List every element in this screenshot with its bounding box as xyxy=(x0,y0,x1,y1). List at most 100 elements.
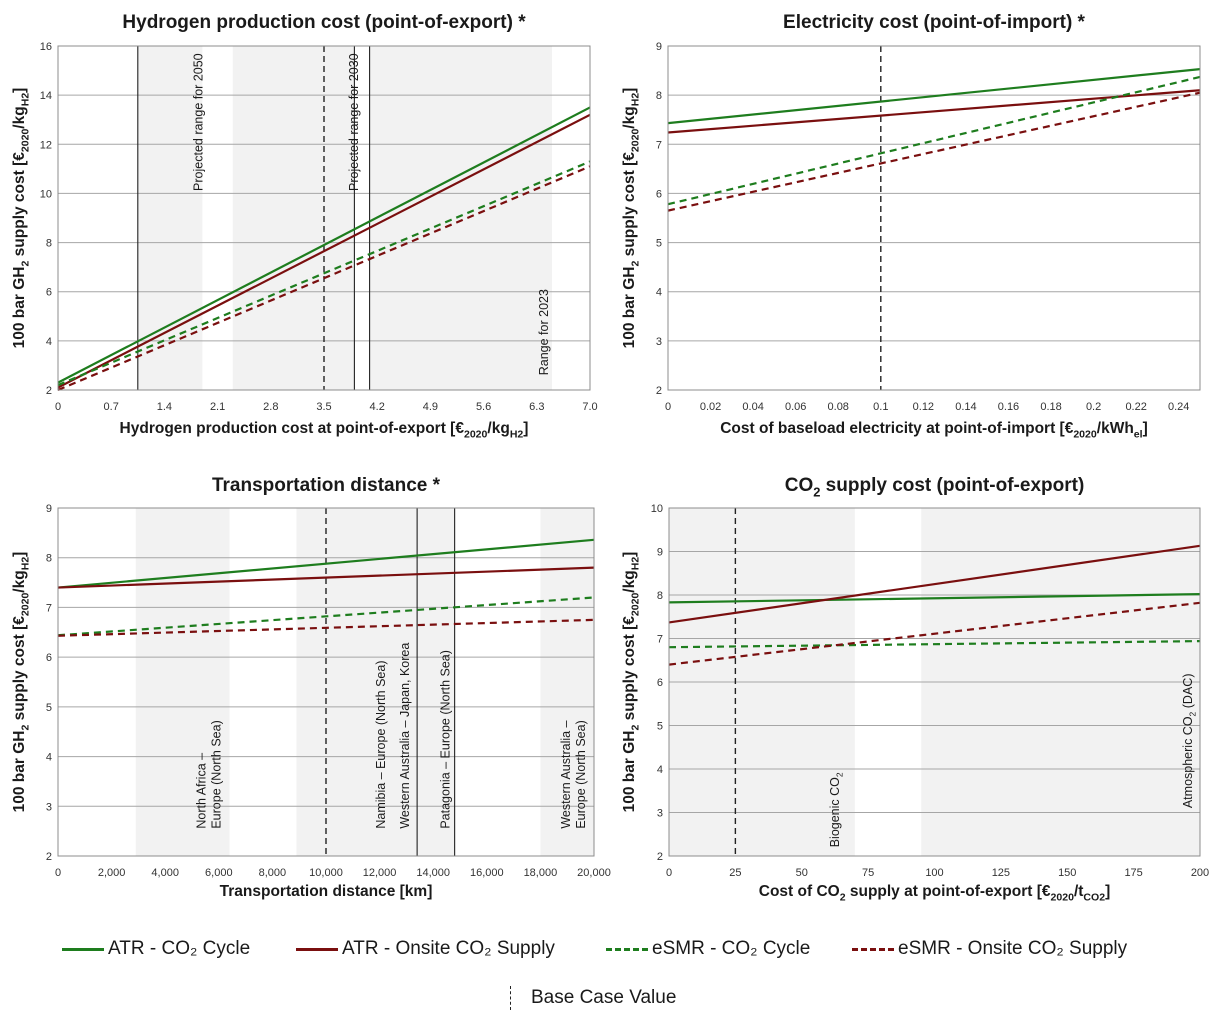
y-tick-label: 10 xyxy=(40,188,52,200)
annotation-label: Projected range for 2050 xyxy=(191,53,205,191)
x-tick-label: 75 xyxy=(862,867,874,879)
y-tick-label: 5 xyxy=(46,702,52,714)
annotation-text: Range for 2023 xyxy=(537,289,551,375)
y-tick-label: 9 xyxy=(656,41,662,53)
annotation-label: Projected range for 2030 xyxy=(347,53,361,191)
x-tick-label: 0.22 xyxy=(1125,401,1146,413)
plot-border xyxy=(668,507,1201,857)
x-tick-label: 0 xyxy=(666,867,672,879)
series-line-atr-onsite-co2-supply xyxy=(57,566,595,589)
x-tick-label: 0.12 xyxy=(913,401,934,413)
plot-border xyxy=(667,45,1201,391)
series-line-esmr-co2-cycle xyxy=(57,596,595,637)
x-tick-label: 50 xyxy=(796,867,808,879)
shaded-range-4 xyxy=(540,508,594,856)
chart-panel-3: 2 3 4 5 6 7 8 9 0 2,000 4,000 6,000 8,000 10,000 12,00… xyxy=(11,475,611,900)
y-tick-label: 4 xyxy=(46,336,52,348)
y-tick-label: 7 xyxy=(657,634,663,646)
x-axis-label: Cost of CO2 supply at point-of-export [€… xyxy=(759,883,1111,903)
legend-label-esmr-onsite-co2: eSMR - Onsite CO₂ Supply xyxy=(898,938,1128,959)
plot-border xyxy=(57,45,591,391)
y-tick-label: 2 xyxy=(657,851,663,863)
plot-border xyxy=(57,507,595,857)
y-tick-label: 2 xyxy=(656,385,662,397)
y-tick-label: 7 xyxy=(656,139,662,151)
x-tick-label: 3.5 xyxy=(316,401,331,413)
x-tick-label: 100 xyxy=(925,867,943,879)
legend-label-atr-onsite-co2: ATR - Onsite CO₂ Supply xyxy=(342,938,555,959)
series-line-esmr-onsite-co2-supply xyxy=(57,618,595,637)
y-tick-label: 8 xyxy=(46,553,52,565)
y-tick-label: 14 xyxy=(40,90,52,102)
x-tick-label: 12,000 xyxy=(363,867,397,879)
x-tick-label: 8,000 xyxy=(259,867,287,879)
x-tick-label: 4,000 xyxy=(151,867,179,879)
annotation-text: North Africa – xyxy=(194,753,208,829)
x-tick-label: 0.04 xyxy=(742,401,763,413)
legend-swatch-esmr-co2-cycle xyxy=(606,947,648,951)
y-tick-label: 6 xyxy=(46,652,52,664)
series-line-esmr-onsite-co2-supply xyxy=(667,91,1201,212)
annotation-text: Projected range for 2030 xyxy=(347,53,361,191)
x-axis-label: Cost of baseload electricity at point-of… xyxy=(720,420,1148,440)
chart-panel-1: 2 4 6 8 10 12 14 16 0 0.7 1.4 2.1 2.8 3.5 4.2 4.9 5.6 6.3… xyxy=(11,12,598,440)
legend-label-esmr-co2-cycle: eSMR - CO₂ Cycle xyxy=(652,938,811,959)
x-tick-label: 0.08 xyxy=(828,401,849,413)
base-case-line-icon xyxy=(510,986,511,1010)
x-tick-label: 5.6 xyxy=(476,401,491,413)
series-line-atr-onsite-co2-supply xyxy=(668,544,1201,624)
y-axis-label: 100 bar GH2 supply cost [€2020/kgH2] xyxy=(621,552,641,813)
x-tick-label: 0.7 xyxy=(104,401,119,413)
y-tick-label: 6 xyxy=(657,677,663,689)
x-tick-label: 0.14 xyxy=(955,401,976,413)
y-tick-label: 7 xyxy=(46,602,52,614)
x-tick-label: 25 xyxy=(729,867,741,879)
x-tick-label: 1.4 xyxy=(157,401,172,413)
x-tick-label: 0 xyxy=(665,401,671,413)
legend-swatch-atr-co2-cycle xyxy=(62,947,104,951)
figure-canvas: 2 4 6 8 10 12 14 16 0 0.7 1.4 2.1 2.8 3.5 4.2 4.9 5.6 6.3… xyxy=(11,12,1209,903)
x-tick-label: 200 xyxy=(1191,867,1209,879)
y-tick-label: 8 xyxy=(656,90,662,102)
series-line-esmr-co2-cycle xyxy=(57,160,591,387)
annotation-label: Biogenic CO2 xyxy=(828,772,845,847)
x-tick-label: 4.2 xyxy=(370,401,385,413)
shaded-range-2 xyxy=(232,46,355,390)
chart-title: CO2 supply cost (point-of-export) xyxy=(785,475,1085,499)
annotation-text: Biogenic CO2 xyxy=(828,772,845,847)
y-tick-label: 9 xyxy=(46,503,52,515)
x-tick-label: 0.2 xyxy=(1086,401,1101,413)
shaded-range-1 xyxy=(135,508,230,856)
x-tick-label: 18,000 xyxy=(524,867,558,879)
series-line-atr-onsite-co2-supply xyxy=(57,113,591,389)
x-tick-label: 0.02 xyxy=(700,401,721,413)
x-tick-label: 0.18 xyxy=(1040,401,1061,413)
series-line-esmr-onsite-co2-supply xyxy=(668,601,1201,666)
annotation-text: Europe (North Sea) xyxy=(209,720,223,828)
x-tick-label: 0 xyxy=(55,401,61,413)
series-line-esmr-co2-cycle xyxy=(668,640,1201,649)
y-tick-label: 2 xyxy=(46,851,52,863)
x-tick-label: 0 xyxy=(55,867,61,879)
annotation-label: Western Australia – Europe (North Sea) xyxy=(559,720,588,828)
series-line-atr-co2-cycle xyxy=(668,593,1201,604)
x-tick-label: 20,000 xyxy=(577,867,611,879)
annotation-label: Namibia – Europe (North Sea) xyxy=(374,661,388,829)
legend-item-atr-onsite-co2: ATR - Onsite CO₂ Supply xyxy=(296,936,555,962)
x-tick-label: 175 xyxy=(1124,867,1142,879)
annotation-text: Europe (North Sea) xyxy=(574,720,588,828)
series-line-atr-co2-cycle xyxy=(667,68,1201,125)
legend: ATR - CO₂ Cycle ATR - Onsite CO₂ Supply … xyxy=(0,930,1211,1011)
legend-swatch-atr-onsite-co2 xyxy=(296,947,338,951)
x-tick-label: 2.1 xyxy=(210,401,225,413)
shaded-range-2 xyxy=(296,508,418,856)
shaded-range-3 xyxy=(417,508,455,856)
chart-panel-2: 2 3 4 5 6 7 8 9 0 0.02 0.04 0.06 0.08 0.1 0.12 0.14 0.16… xyxy=(621,12,1201,440)
annotation-text: Atmospheric CO2 (DAC) xyxy=(1181,674,1198,809)
y-tick-label: 6 xyxy=(46,287,52,299)
x-axis-label: Hydrogen production cost at point-of-exp… xyxy=(120,420,529,440)
y-axis-label: 100 bar GH2 supply cost [€2020/kgH2] xyxy=(621,88,641,349)
y-tick-label: 10 xyxy=(651,503,663,515)
annotation-text: Projected range for 2050 xyxy=(191,53,205,191)
y-tick-label: 12 xyxy=(40,139,52,151)
